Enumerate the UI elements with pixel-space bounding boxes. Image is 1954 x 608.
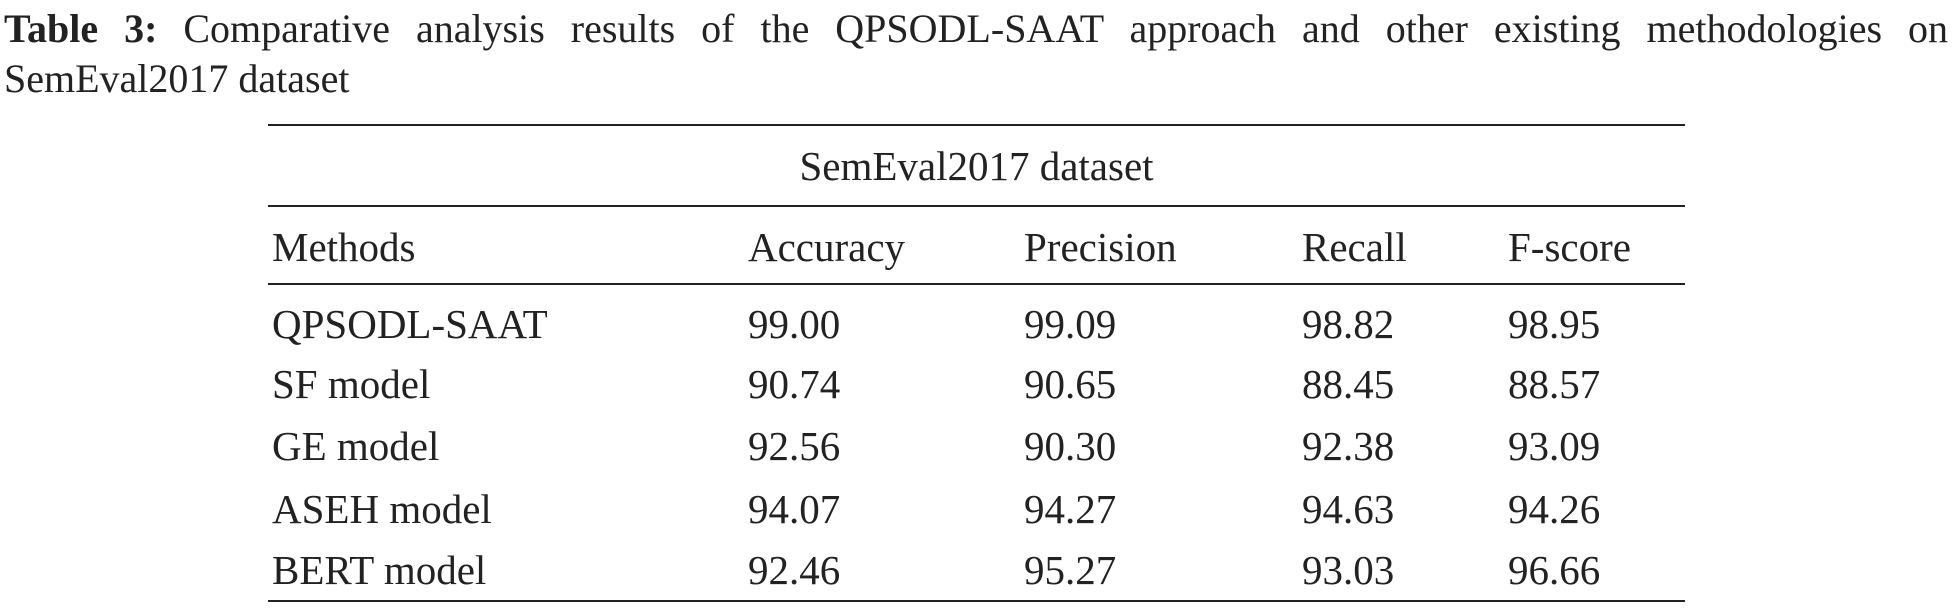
table-cell: 90.74 bbox=[748, 361, 841, 407]
table-cell: 94.26 bbox=[1508, 486, 1601, 532]
table-cell: 93.09 bbox=[1508, 423, 1601, 469]
table-cell: 98.95 bbox=[1508, 301, 1601, 347]
column-header: Accuracy bbox=[748, 224, 906, 270]
table-cell: 94.63 bbox=[1302, 486, 1395, 532]
table-cell: 94.27 bbox=[1024, 486, 1117, 532]
table-cell: 88.45 bbox=[1302, 361, 1395, 407]
table-cell: 90.30 bbox=[1024, 423, 1117, 469]
table-cell: 96.66 bbox=[1508, 547, 1601, 593]
method-name: ASEH model bbox=[272, 486, 492, 532]
table-cell: 99.00 bbox=[748, 301, 841, 347]
table-cell: 92.46 bbox=[748, 547, 841, 593]
method-name: QPSODL-SAAT bbox=[272, 301, 548, 347]
table-cell: 93.03 bbox=[1302, 547, 1395, 593]
mid-rule bbox=[268, 205, 1685, 207]
header-rule bbox=[268, 283, 1685, 285]
table-cell: 88.57 bbox=[1508, 361, 1601, 407]
column-header: F-score bbox=[1508, 224, 1631, 270]
table-cell: 92.38 bbox=[1302, 423, 1395, 469]
method-name: GE model bbox=[272, 423, 440, 469]
column-header: Precision bbox=[1024, 224, 1177, 270]
top-rule bbox=[268, 124, 1685, 126]
table-cell: 95.27 bbox=[1024, 547, 1117, 593]
group-header: SemEval2017 dataset bbox=[799, 143, 1154, 189]
table-cell: 94.07 bbox=[748, 486, 841, 532]
method-name: BERT model bbox=[272, 547, 487, 593]
caption: Table 3: Comparative analysis results of… bbox=[4, 4, 1948, 104]
method-name: SF model bbox=[272, 361, 431, 407]
table-cell: 90.65 bbox=[1024, 361, 1117, 407]
table-cell: 92.56 bbox=[748, 423, 841, 469]
caption-text: Comparative analysis results of the QPSO… bbox=[4, 6, 1948, 101]
caption-label: Table 3: bbox=[4, 6, 158, 51]
table-cell: 98.82 bbox=[1302, 301, 1395, 347]
column-header: Methods bbox=[272, 224, 416, 270]
bottom-rule bbox=[268, 600, 1685, 602]
table-cell: 99.09 bbox=[1024, 301, 1117, 347]
column-header: Recall bbox=[1302, 224, 1407, 270]
